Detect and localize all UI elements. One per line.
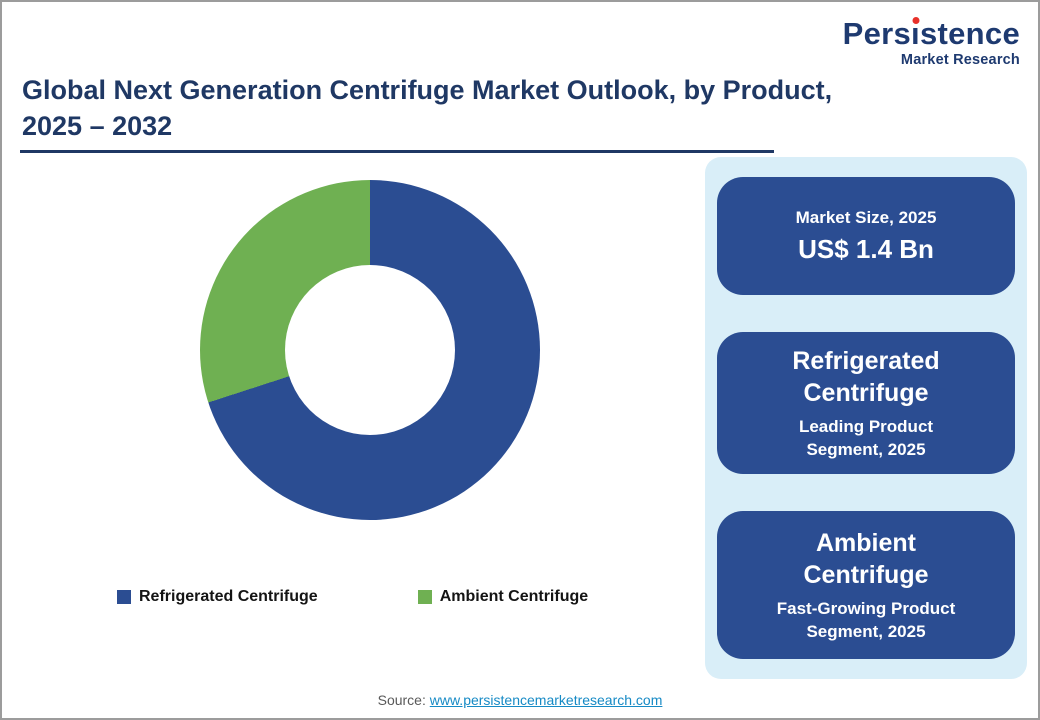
fast-growing-segment-title: Ambient Centrifuge [803,528,929,590]
legend-swatch-green [417,590,432,604]
logo-tagline: Market Research [900,52,1020,68]
leading-segment-card: Refrigerated Centrifuge Leading Product … [717,332,1015,474]
legend-label: Ambient Centrifuge [439,588,589,605]
market-size-card: Market Size, 2025 US$ 1.4 Bn [717,177,1015,295]
logo: Persı stence Market Research [842,16,1020,68]
legend-item-ambient: Ambient Centrifuge [417,588,589,606]
source-link[interactable]: www.persistencemarketresearch.com [429,692,663,708]
market-size-value: US$ 1.4 Bn [798,233,934,264]
market-size-label: Market Size, 2025 [795,207,937,227]
leading-segment-title: Refrigerated Centrifuge [792,346,940,408]
page-title: Global Next Generation Centrifuge Market… [22,72,832,144]
logo-red-dot-icon [912,17,919,24]
title-underline [20,150,774,153]
leading-segment-subtitle: Leading Product Segment, 2025 [798,416,934,459]
highlight-panel: Market Size, 2025 US$ 1.4 Bn Refrigerate… [705,157,1027,679]
chart-legend: Refrigerated Centrifuge Ambient Centrifu… [117,588,588,606]
legend-label: Refrigerated Centrifuge [139,588,318,605]
legend-item-refrigerated: Refrigerated Centrifuge [117,588,318,606]
donut-chart [200,180,540,520]
donut-hole [285,265,455,435]
page-title-line1: Global Next Generation Centrifuge Market… [22,75,833,105]
source-line: Source: www.persistencemarketresearch.co… [2,692,1038,708]
fast-growing-segment-card: Ambient Centrifuge Fast-Growing Product … [717,511,1015,659]
page-title-line2: 2025 – 2032 [22,111,173,141]
fast-growing-segment-subtitle: Fast-Growing Product Segment, 2025 [776,598,956,641]
logo-name: Persı stence [842,16,1020,51]
source-label: Source: [377,692,426,708]
legend-swatch-blue [117,590,131,604]
